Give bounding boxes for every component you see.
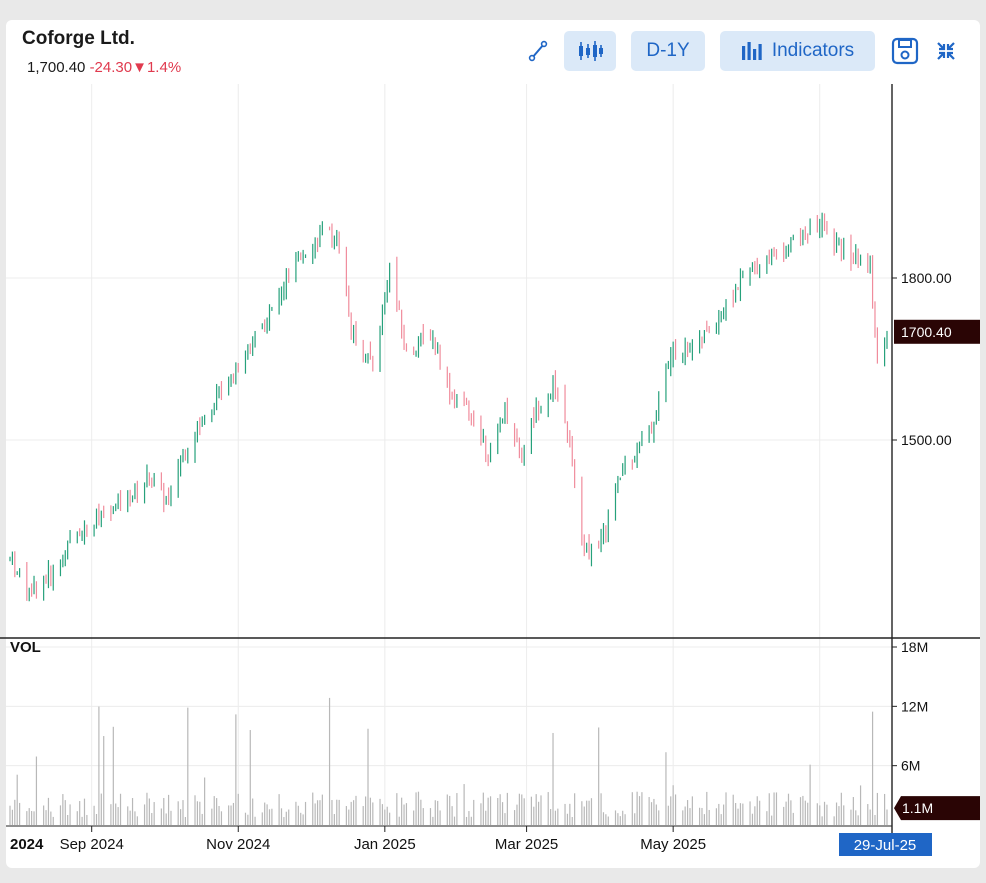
indicators-button[interactable]: Indicators: [720, 31, 875, 71]
time-tick-label: Jan 2025: [354, 836, 416, 853]
volume-tick-label: 12M: [901, 698, 928, 714]
time-tick-label: Mar 2025: [495, 836, 558, 853]
last-volume-label: 1.1M: [902, 800, 933, 816]
indicators-icon: [741, 42, 762, 60]
time-tick-label: Nov 2024: [206, 836, 270, 853]
last-price-marker: [894, 319, 980, 344]
price-tick-label: 1500.00: [901, 432, 952, 448]
cursor-date-marker: [839, 833, 932, 856]
price-change-pct: 1.4%: [146, 59, 182, 76]
collapse-icon: [937, 42, 955, 60]
candlestick-icon: [579, 41, 603, 61]
last-price-label: 1700.40: [901, 324, 952, 340]
time-tick-label: May 2025: [640, 836, 706, 853]
save-button[interactable]: [886, 31, 924, 71]
last-price: 1,700.40: [27, 59, 86, 76]
cursor-date-label: 29-Jul-25: [854, 837, 917, 854]
chart-card: [6, 20, 980, 868]
indicators-label: Indicators: [771, 40, 855, 61]
price-tick-label: 1800.00: [901, 270, 952, 286]
line-draw-button[interactable]: [522, 31, 554, 71]
time-tick-label: 2024: [10, 836, 44, 853]
candle-type-button[interactable]: [564, 31, 616, 71]
collapse-button[interactable]: [932, 31, 960, 71]
time-tick-label: Sep 2024: [60, 836, 124, 853]
volume-tick-label: 18M: [901, 639, 928, 655]
down-arrow-icon: ▼: [132, 59, 147, 76]
volume-tick-label: 6M: [901, 758, 920, 774]
last-volume-marker: [894, 796, 980, 821]
line-draw-icon: [528, 40, 548, 62]
save-icon: [891, 37, 919, 65]
stock-title: Coforge Ltd.: [22, 28, 135, 49]
volume-panel-label: VOL: [10, 639, 41, 656]
range-button[interactable]: D-1Y: [631, 31, 705, 71]
quote-line: 1,700.40 -24.30▼1.4%: [27, 59, 181, 76]
price-change: -24.30: [89, 59, 133, 76]
